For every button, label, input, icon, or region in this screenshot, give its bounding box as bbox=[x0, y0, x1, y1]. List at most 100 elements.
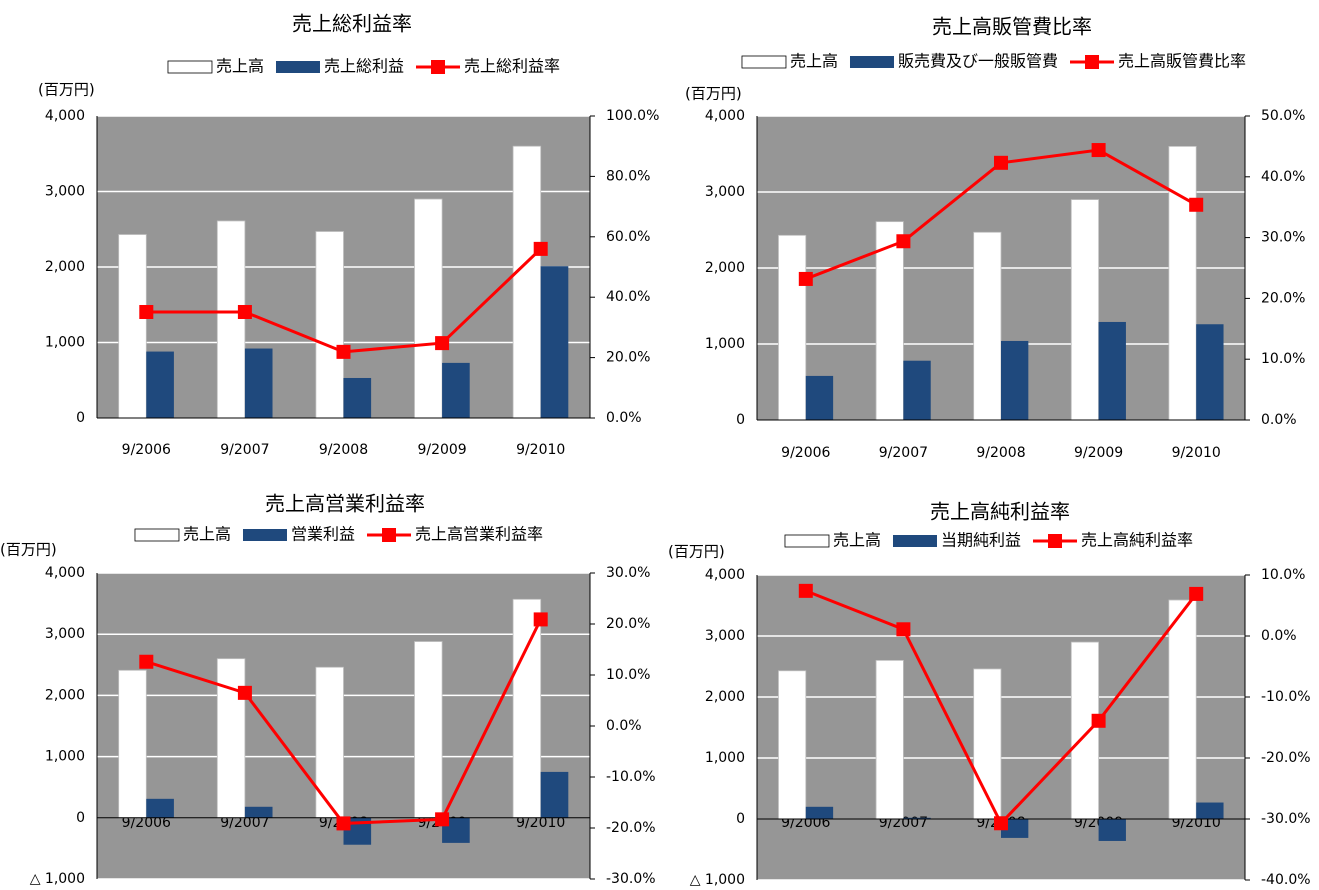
y2-tick-label: 100.0% bbox=[606, 108, 659, 124]
legend-label: 営業利益 bbox=[291, 525, 355, 544]
legend-swatch bbox=[741, 55, 787, 69]
marker bbox=[139, 304, 154, 319]
y2-tick-label: 0.0% bbox=[1261, 412, 1297, 428]
y-tick-label: 3,000 bbox=[705, 184, 745, 200]
y2-tick-label: 0.0% bbox=[606, 718, 642, 734]
bar bbox=[118, 669, 147, 819]
x-tick-label: 9/2009 bbox=[1074, 445, 1123, 461]
unit-label: (百万円) bbox=[38, 81, 95, 99]
y-tick-label: △ 1,000 bbox=[690, 872, 745, 888]
marker bbox=[1091, 713, 1106, 728]
x-tick-label: 9/2007 bbox=[220, 815, 269, 831]
bar bbox=[778, 234, 807, 421]
marker bbox=[798, 583, 813, 598]
marker bbox=[1091, 143, 1106, 158]
unit-label: (百万円) bbox=[668, 543, 725, 561]
x-tick-label: 9/2009 bbox=[417, 442, 466, 458]
legend-label: 売上高 bbox=[216, 57, 264, 76]
y-tick-label: 4,000 bbox=[45, 565, 85, 581]
legend-swatch bbox=[431, 60, 446, 74]
legend-swatch bbox=[167, 60, 213, 74]
y2-tick-label: -40.0% bbox=[1261, 872, 1311, 888]
y-tick-label: △ 1,000 bbox=[30, 871, 85, 887]
bar bbox=[442, 362, 470, 418]
legend-swatch bbox=[382, 528, 397, 542]
legend-swatch bbox=[1048, 534, 1063, 548]
x-tick-label: 9/2010 bbox=[1172, 445, 1221, 461]
legend-swatch bbox=[275, 61, 320, 73]
bar bbox=[343, 377, 372, 418]
bar bbox=[1168, 599, 1197, 820]
marker bbox=[896, 234, 911, 249]
legend-label: 売上総利益 bbox=[324, 57, 404, 76]
y-tick-label: 1,000 bbox=[705, 750, 745, 766]
bar bbox=[512, 598, 542, 819]
bar bbox=[875, 660, 904, 820]
legend-label: 売上高純利益率 bbox=[1081, 531, 1193, 550]
legend-swatch bbox=[784, 534, 830, 548]
bar bbox=[1098, 819, 1126, 841]
legend-swatch bbox=[134, 528, 180, 542]
bar bbox=[315, 666, 344, 819]
y-tick-label: 0 bbox=[76, 410, 85, 426]
bar bbox=[244, 806, 273, 818]
bar bbox=[1001, 340, 1029, 420]
marker bbox=[336, 344, 351, 359]
bar bbox=[1196, 324, 1224, 420]
y2-tick-label: -30.0% bbox=[1261, 811, 1311, 827]
bar bbox=[146, 351, 174, 418]
y-tick-label: 4,000 bbox=[45, 108, 85, 124]
bar bbox=[1168, 145, 1197, 421]
chart-title: 売上高営業利益率 bbox=[265, 492, 425, 516]
y2-tick-label: 40.0% bbox=[1261, 169, 1305, 185]
y2-tick-label: 20.0% bbox=[1261, 290, 1305, 306]
y2-tick-label: -10.0% bbox=[606, 769, 656, 785]
y2-tick-label: 10.0% bbox=[1261, 351, 1305, 367]
bar bbox=[414, 198, 443, 419]
marker bbox=[139, 654, 154, 669]
y2-tick-label: 0.0% bbox=[1261, 628, 1297, 644]
x-tick-label: 9/2006 bbox=[122, 442, 171, 458]
y2-tick-label: 20.0% bbox=[606, 616, 650, 632]
bar bbox=[315, 231, 344, 419]
unit-label: (百万円) bbox=[0, 541, 57, 559]
y2-tick-label: 10.0% bbox=[1261, 567, 1305, 583]
bar bbox=[778, 670, 807, 820]
x-tick-label: 9/2007 bbox=[220, 442, 269, 458]
marker bbox=[237, 685, 252, 700]
marker bbox=[994, 155, 1008, 170]
y2-tick-label: 60.0% bbox=[606, 229, 650, 245]
marker bbox=[533, 612, 548, 627]
x-tick-label: 9/2010 bbox=[516, 442, 565, 458]
legend-swatch bbox=[1085, 55, 1100, 69]
legend-label: 売上高 bbox=[183, 525, 231, 544]
y-tick-label: 1,000 bbox=[705, 336, 745, 352]
marker bbox=[1189, 586, 1204, 601]
bar bbox=[1070, 199, 1099, 421]
y-tick-label: 0 bbox=[76, 810, 85, 826]
unit-label: (百万円) bbox=[685, 85, 742, 103]
x-tick-label: 9/2008 bbox=[976, 445, 1025, 461]
legend-label: 売上高営業利益率 bbox=[415, 525, 543, 544]
x-tick-label: 9/2007 bbox=[879, 445, 928, 461]
legend-label: 売上高 bbox=[790, 52, 838, 71]
legend-swatch bbox=[892, 535, 937, 547]
y-tick-label: 2,000 bbox=[705, 689, 745, 705]
marker bbox=[896, 622, 911, 637]
legend-swatch bbox=[242, 529, 287, 541]
x-tick-label: 9/2006 bbox=[781, 445, 830, 461]
bar bbox=[903, 817, 931, 819]
marker bbox=[798, 271, 813, 286]
marker bbox=[1189, 197, 1204, 212]
bar bbox=[512, 145, 542, 419]
y-tick-label: 1,000 bbox=[45, 749, 85, 765]
bar bbox=[805, 375, 834, 420]
chart-title: 売上高販管費比率 bbox=[932, 15, 1092, 39]
legend-label: 売上高販管費比率 bbox=[1118, 52, 1246, 71]
x-tick-label: 9/2010 bbox=[516, 815, 565, 831]
y2-tick-label: 40.0% bbox=[606, 289, 650, 305]
y-tick-label: 0 bbox=[736, 412, 745, 428]
bar bbox=[903, 360, 931, 420]
y-tick-label: 2,000 bbox=[45, 687, 85, 703]
x-tick-label: 9/2008 bbox=[319, 442, 368, 458]
